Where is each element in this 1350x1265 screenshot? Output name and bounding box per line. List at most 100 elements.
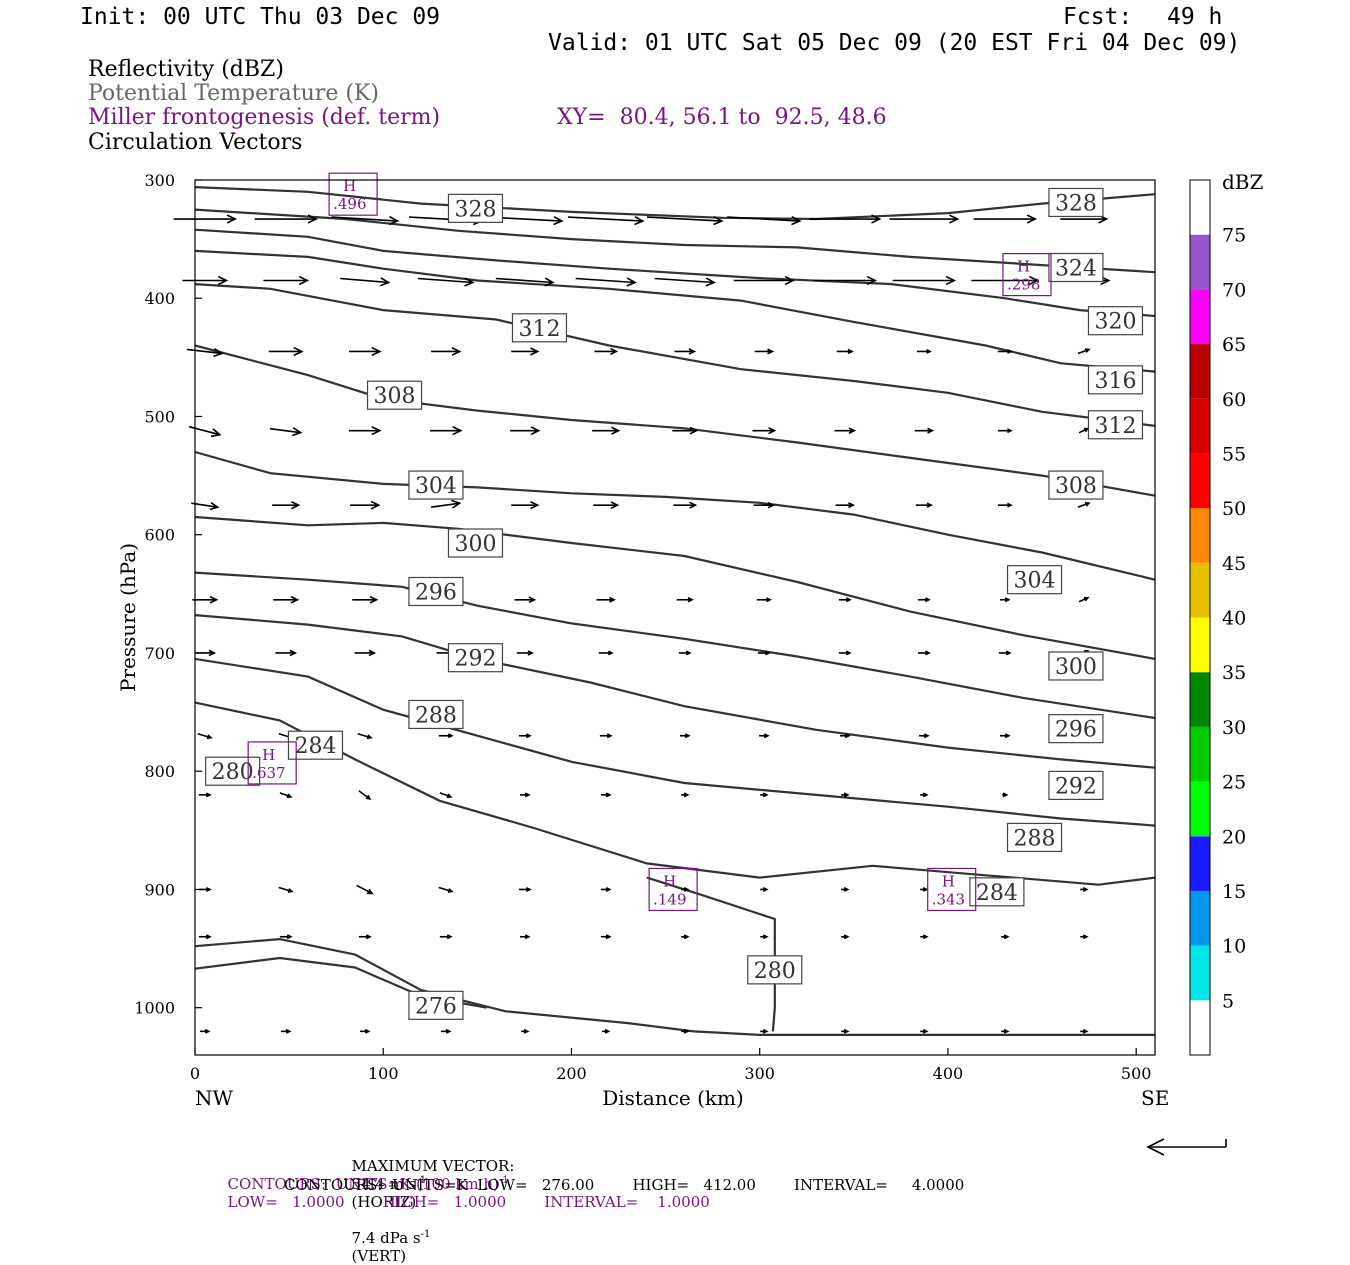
- colorbar-tick-label: 20: [1222, 826, 1246, 848]
- circulation-vector: [840, 733, 851, 739]
- circulation-vector: [1078, 596, 1090, 603]
- x-tick-label: 100: [368, 1064, 399, 1083]
- circulation-vector: [516, 650, 534, 656]
- svg-text:308: 308: [1055, 474, 1097, 499]
- circulation-vector: [753, 501, 776, 509]
- contour-label-308: 308: [366, 380, 423, 410]
- x-tick-label: 200: [556, 1064, 587, 1083]
- frontogenesis-max: H.298: [1002, 252, 1052, 297]
- footer-contours-theta: CONTOURS: UNITS=K LOW= 276.00 HIGH= 412.…: [284, 1176, 965, 1194]
- y-tick-label: 400: [144, 289, 175, 308]
- circulation-vector: [760, 792, 769, 798]
- circulation-vector: [596, 596, 616, 603]
- colorbar-tick-label: 10: [1222, 936, 1246, 958]
- circulation-vector: [349, 426, 382, 436]
- circulation-vector: [752, 427, 777, 435]
- circulation-vector: [915, 502, 934, 508]
- circulation-vector: [278, 886, 294, 893]
- circulation-vector: [192, 595, 219, 604]
- colorbar-segment: [1190, 726, 1210, 782]
- colorbar-tick-label: 50: [1222, 498, 1246, 520]
- colorbar-segment: [1190, 180, 1210, 235]
- axes-layer: 300 400 500 600 700 800 900 1000 0 100 200 300 400 50…: [116, 171, 1169, 1110]
- colorbar-tick-label: 15: [1222, 881, 1246, 903]
- circulation-vector: [331, 215, 400, 226]
- circulation-vector: [914, 427, 935, 434]
- colorbar-segment: [1190, 398, 1210, 454]
- contour-labels-layer: 328 328 324 320 316 312 312 308 308 304 304 300 300 2…: [205, 187, 1144, 1020]
- colorbar-segment: [1190, 781, 1210, 837]
- circulation-vector: [594, 347, 619, 356]
- contour-label-304: 304: [1006, 565, 1063, 595]
- circulation-vector: [438, 733, 454, 739]
- forecast-hours: 49 h: [1167, 4, 1223, 30]
- circulation-vector: [182, 275, 229, 286]
- svg-text:300: 300: [1055, 655, 1097, 680]
- svg-text:280: 280: [212, 760, 254, 785]
- circulation-vector: [920, 934, 929, 940]
- contour-label-276: 276: [408, 990, 464, 1020]
- circulation-vector: [676, 597, 694, 603]
- circulation-vector: [838, 597, 852, 603]
- isentrope-292-5: [194, 614, 1156, 769]
- colorbar-tick-label: 25: [1222, 772, 1246, 794]
- svg-text:328: 328: [1055, 191, 1097, 216]
- colorbar-tick-label: 5: [1222, 990, 1234, 1012]
- colorbar-segment: [1190, 836, 1210, 891]
- svg-text:304: 304: [1014, 569, 1056, 594]
- circulation-vector: [681, 934, 690, 940]
- colorbar-segment: [1190, 1000, 1210, 1055]
- circulation-vector: [279, 792, 293, 799]
- contour-label-292: 292: [447, 643, 504, 673]
- circulation-vector: [673, 501, 698, 509]
- circulation-vector: [917, 650, 931, 656]
- circulation-vector: [592, 426, 621, 435]
- frontogenesis-max-value: .496: [333, 195, 366, 213]
- colorbar-segment: [1190, 672, 1210, 727]
- cross-section-chart: 328 3283243203163123123083083043043003002…: [116, 170, 1264, 1156]
- y-tick-label: 1000: [134, 999, 175, 1018]
- circulation-vector: [973, 214, 1038, 224]
- circulation-vector: [191, 501, 220, 511]
- frontogenesis-max-label: H: [663, 872, 676, 890]
- svg-text:292: 292: [454, 647, 496, 672]
- circulation-vector: [518, 733, 532, 739]
- circulation-vector: [1000, 597, 1011, 603]
- circulation-vector: [520, 792, 531, 798]
- circulation-vector: [511, 347, 540, 356]
- circulation-vector: [354, 649, 377, 657]
- colorbar-tick-label: 60: [1222, 389, 1246, 411]
- circulation-vector: [678, 650, 692, 656]
- svg-text:328: 328: [454, 197, 496, 222]
- colorbar-segment: [1190, 890, 1210, 946]
- circulation-vector: [269, 427, 303, 437]
- circulation-vector: [360, 1028, 371, 1034]
- circulation-vector: [186, 347, 224, 358]
- contour-label-328: 328: [1048, 187, 1104, 218]
- colorbar-segment: [1190, 617, 1210, 673]
- contour-label-296: 296: [408, 576, 464, 607]
- contour-label-308: 308: [1048, 470, 1104, 500]
- circulation-vector: [567, 215, 645, 226]
- circulation-vector: [997, 348, 1013, 354]
- isentrope-312-10: [194, 283, 1156, 427]
- isentrope-300-7: [194, 515, 1156, 660]
- circulation-vector: [834, 427, 857, 434]
- vectors-layer: [173, 214, 1111, 1034]
- circulation-vector: [1078, 427, 1090, 434]
- svg-text:308: 308: [374, 384, 416, 409]
- circulation-vector: [674, 348, 697, 355]
- circulation-vector: [510, 426, 541, 436]
- circulation-vector: [841, 1028, 850, 1034]
- y-tick-label: 900: [144, 880, 175, 899]
- colorbar-tick-label: 75: [1222, 225, 1246, 247]
- circulation-vector: [352, 595, 379, 604]
- x-end-label-nw: NW: [195, 1086, 234, 1110]
- circulation-vector: [680, 733, 691, 739]
- frontogenesis-max-label: H: [343, 177, 356, 195]
- svg-text:316: 316: [1094, 369, 1136, 394]
- frontogenesis-max-value: .637: [252, 764, 285, 782]
- circulation-vector: [600, 886, 612, 892]
- circulation-vector: [920, 792, 929, 798]
- circulation-vector: [1001, 1028, 1010, 1034]
